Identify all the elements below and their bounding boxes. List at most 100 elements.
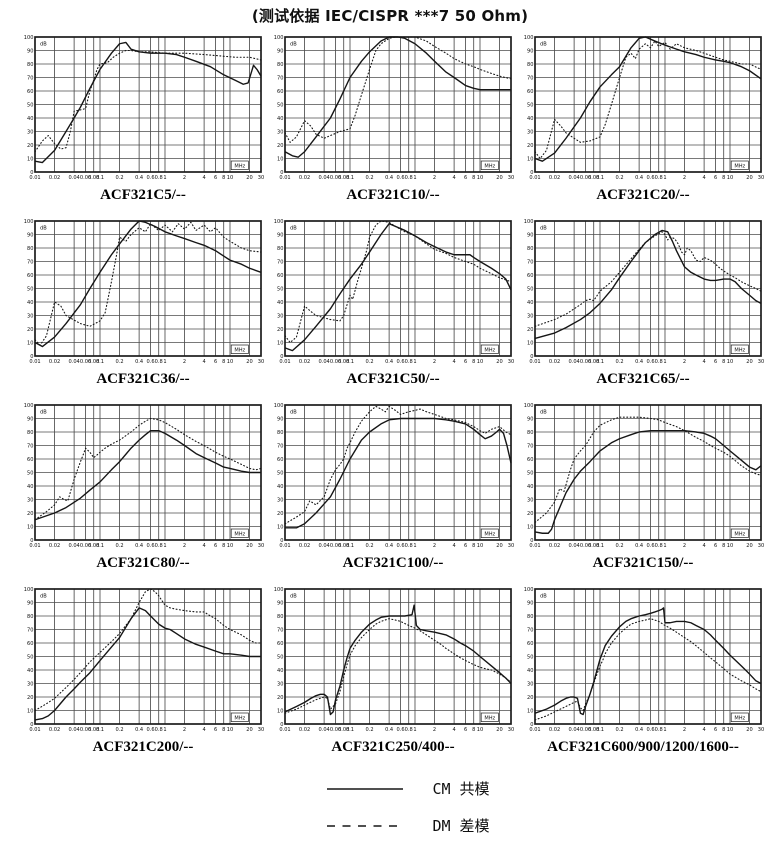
y-tick-label: 90 [527, 48, 533, 54]
y-tick-label: 90 [27, 600, 33, 606]
y-tick-label: 40 [27, 116, 33, 122]
y-tick-label: 50 [527, 654, 533, 660]
y-tick-label: 100 [524, 587, 534, 593]
x-tick-label: 0.8 [405, 359, 413, 365]
x-tick-label: 8 [722, 543, 725, 549]
x-tick-label: 0.6 [147, 175, 155, 181]
x-tick-label: 0.04 [318, 727, 329, 733]
db-label: dB [40, 594, 47, 600]
x-tick-label: 0.06 [80, 359, 91, 365]
y-tick-label: 90 [27, 416, 33, 422]
mhz-box [730, 160, 749, 170]
mhz-box [480, 712, 499, 722]
chart-title: ACF321C50/-- [346, 371, 440, 387]
x-tick-label: 20 [246, 359, 252, 365]
y-tick-label: 20 [527, 327, 533, 333]
x-tick-label: 2 [683, 727, 686, 733]
x-tick-label: 0.06 [80, 727, 91, 733]
x-tick-label: 0.6 [397, 359, 405, 365]
x-tick-label: 20 [246, 543, 252, 549]
plot-frame [534, 220, 762, 357]
x-tick-label: 6 [214, 727, 217, 733]
db-label: dB [290, 410, 297, 416]
y-tick-label: 70 [277, 259, 283, 265]
x-tick-label: 0.6 [147, 727, 155, 733]
x-tick-label: 4 [702, 359, 705, 365]
cm-curve [534, 229, 762, 340]
y-tick-label: 60 [527, 457, 533, 463]
chart-title: ACF321C250/400-- [331, 739, 455, 755]
plot-frame [284, 588, 512, 725]
x-tick-label: 1 [163, 175, 166, 181]
y-tick-label: 30 [527, 313, 533, 319]
chart-cell: 0 10 20 30 40 50 60 70 80 90 100 0.01 0.02 0.04 0.06 0.… [19, 216, 269, 388]
mhz-box [230, 344, 249, 354]
x-tick-label: 0.08 [88, 543, 99, 549]
x-tick-label: 20 [246, 727, 252, 733]
x-tick-label: 0.08 [338, 727, 349, 733]
y-tick-label: 50 [527, 470, 533, 476]
mhz-box [230, 160, 249, 170]
chart-title: ACF321C20/-- [596, 187, 690, 203]
y-tick-label: 80 [277, 62, 283, 68]
x-tick-label: 0.8 [405, 543, 413, 549]
dm-curve [34, 588, 262, 712]
y-tick-label: 10 [277, 524, 283, 530]
y-tick-label: 100 [524, 219, 534, 225]
x-tick-label: 0.02 [549, 359, 560, 365]
x-tick-label: 0.6 [647, 359, 655, 365]
y-tick-label: 0 [530, 538, 533, 544]
x-tick-label: 2 [433, 727, 436, 733]
x-tick-label: 30 [258, 359, 264, 365]
x-tick-label: 0.01 [29, 543, 40, 549]
x-tick-label: 0.02 [299, 543, 310, 549]
y-tick-label: 50 [277, 654, 283, 660]
mhz-box [730, 344, 749, 354]
y-tick-label: 10 [27, 708, 33, 714]
y-tick-label: 100 [524, 35, 534, 41]
dm-curve [34, 221, 262, 346]
y-tick-label: 90 [27, 232, 33, 238]
x-tick-label: 0.02 [299, 359, 310, 365]
cm-curve [284, 36, 511, 158]
y-tick-label: 90 [277, 416, 283, 422]
x-tick-label: 0.06 [580, 359, 591, 365]
x-tick-label: 0.01 [529, 175, 540, 181]
x-tick-label: 0.2 [116, 727, 124, 733]
cm-solid-line-sample [327, 787, 404, 790]
x-tick-label: 0.4 [635, 359, 643, 365]
x-tick-label: 0.08 [588, 175, 599, 181]
x-tick-label: 0.01 [529, 727, 540, 733]
x-tick-label: 4 [702, 727, 705, 733]
x-tick-label: 10 [477, 175, 483, 181]
y-tick-label: 40 [27, 300, 33, 306]
y-tick-label: 50 [27, 102, 33, 108]
x-tick-label: 20 [746, 359, 752, 365]
legend: CM 共模 DM 差模 [326, 778, 490, 836]
x-tick-label: 10 [727, 175, 733, 181]
y-tick-label: 90 [277, 48, 283, 54]
y-tick-label: 0 [530, 170, 533, 176]
x-tick-label: 0.2 [116, 543, 124, 549]
x-tick-label: 0.6 [147, 359, 155, 365]
x-tick-label: 2 [183, 543, 186, 549]
x-tick-label: 30 [508, 727, 514, 733]
dm-curve [534, 231, 762, 327]
y-tick-label: 40 [527, 116, 533, 122]
y-tick-label: 30 [527, 129, 533, 135]
x-tick-label: 2 [433, 359, 436, 365]
mhz-label: MHz [234, 716, 245, 722]
y-tick-label: 0 [280, 722, 283, 728]
mhz-label: MHz [734, 716, 745, 722]
x-tick-label: 0.8 [155, 543, 163, 549]
y-tick-label: 30 [527, 681, 533, 687]
legend-label-dm: DM 差模 [432, 817, 490, 835]
y-tick-label: 0 [30, 170, 33, 176]
x-tick-label: 0.06 [330, 727, 341, 733]
mhz-label: MHz [484, 164, 495, 170]
chart-cell: 0 10 20 30 40 50 60 70 80 90 100 0.01 0.02 0.04 0.06 0.… [519, 32, 769, 204]
y-tick-label: 60 [27, 457, 33, 463]
x-tick-label: 6 [714, 175, 717, 181]
y-tick-label: 50 [527, 286, 533, 292]
